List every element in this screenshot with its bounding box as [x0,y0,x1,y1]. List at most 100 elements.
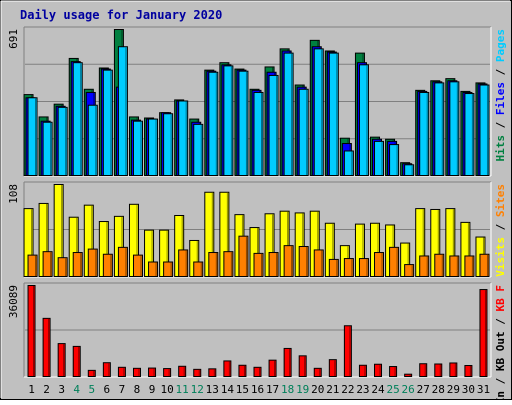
bar-sites [283,245,294,277]
x-tick-label: 23 [356,383,369,396]
bar-pages [464,93,475,176]
x-tick-label: 19 [296,383,309,396]
x-tick-label: 14 [221,383,235,396]
bar-kb-f [343,325,352,377]
x-tick-label: 22 [341,383,354,396]
bar-fill [404,164,415,176]
x-tick-label: 29 [447,383,460,396]
bar-pages [313,48,324,176]
x-tick-label: 28 [432,383,445,396]
bar-pages [358,64,369,176]
bar-fill [87,369,96,377]
bar-fill [27,97,38,176]
bar-kb-f [72,345,81,377]
bar-sites [238,235,249,278]
bar-sites [42,251,53,278]
legend-separator: / [494,371,507,391]
bar-fill [42,317,51,378]
bar-fill [223,65,234,176]
bar-pages [87,104,98,176]
bar-fill [132,367,141,378]
x-tick-label: 11 [176,383,189,396]
legend-sites: Sites [494,184,507,217]
x-tick-label: 4 [73,383,80,396]
bar-pages [208,71,219,176]
bar-kb-f [253,366,262,377]
bar-fill [374,140,385,176]
bar-pages [238,70,249,176]
x-tick-label: 17 [266,383,279,396]
bar-sites [163,261,174,277]
bar-kb-f [148,367,157,377]
x-tick-label: 30 [462,383,475,396]
legend-kb-f: KB F [494,285,507,312]
bar-sites [328,258,339,277]
bar-fill [298,88,309,176]
bar-kb-f [268,359,277,377]
chart-title: Daily usage for January 2020 [20,8,222,22]
bar-fill [464,93,475,176]
bar-fill [238,364,247,377]
legend-kb-in: KB In [494,391,507,400]
bar-fill [268,359,277,377]
legend-hits: Hits [494,135,507,162]
bar-sites [27,254,38,278]
bar-pages [148,118,159,177]
legend-separator: / [494,312,507,332]
bar-sites [404,264,415,278]
x-tick-label: 18 [281,383,294,396]
legend-separator: / [494,115,507,135]
bar-fill [163,113,174,176]
bar-fill [389,246,400,278]
bar-fill [479,253,490,277]
bar-kb-f [57,343,66,378]
bar-sites [268,252,279,277]
legend-visits: Visits [494,237,507,277]
bar-fill [253,91,264,176]
bar-fill [464,365,473,378]
bar-fill [253,366,262,377]
bar-fill [87,104,98,176]
x-tick-label: 20 [311,383,324,396]
bar-kb-f [464,365,473,378]
bar-kb-f [374,363,383,378]
bar-fill [132,120,143,176]
bar-kb-f [419,363,428,378]
bar-pages [268,74,279,176]
bar-fill [102,362,111,377]
bar-fill [313,249,324,277]
bar-pages [419,91,430,176]
bar-fill [358,64,369,176]
bar-sites [253,252,264,277]
bar-fill [72,345,81,377]
x-tick-label: 26 [402,383,415,396]
bar-fill [178,365,187,378]
x-tick-label: 8 [134,383,141,396]
bar-fill [27,285,36,377]
bar-fill [328,359,337,377]
bar-sites [464,255,475,278]
panel-max-label: 108 [7,184,20,204]
legend-separator: / [494,62,507,82]
bar-kb-f [313,367,322,378]
x-tick-label: 15 [236,383,249,396]
x-tick-label: 7 [119,383,126,396]
bar-pages [117,46,128,176]
x-axis-labels: 1 2 3 4 5 6 7 8 9 10 11 12 13 14 15 16 17 18 19 20 21 22 23 24 2… [28,383,490,396]
bar-kb-f [358,364,367,377]
bar-fill [87,248,98,277]
bar-fill [298,355,307,378]
bar-pages [283,52,294,176]
bar-fill [132,254,143,278]
bar-fill [449,255,460,278]
bar-pages [223,65,234,176]
bar-fill [464,255,475,278]
bar-sites [374,252,385,277]
bar-sites [434,253,445,277]
bar-fill [117,366,126,377]
bar-fill [404,373,413,378]
bar-sites [449,255,460,278]
x-tick-label: 3 [58,383,65,396]
bar-pages [27,97,38,176]
bar-kb-f [238,364,247,377]
